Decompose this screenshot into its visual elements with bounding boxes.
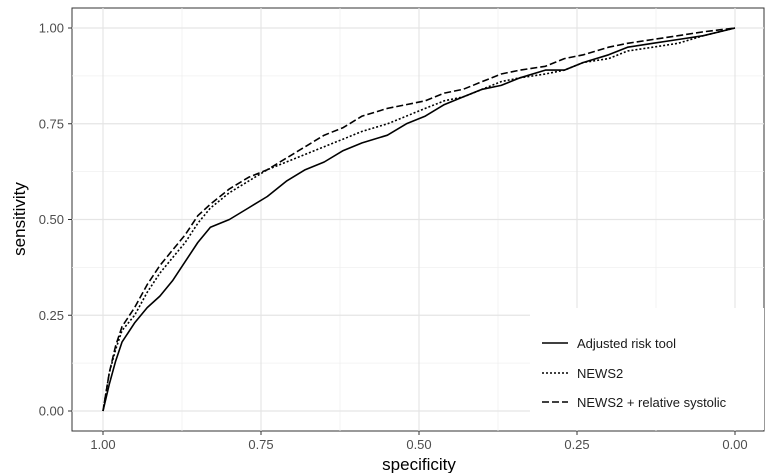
x-tick-label: 0.00 — [722, 437, 747, 452]
axis-ticks: 1.00 0.75 0.50 0.25 0.00 0.00 0.25 0.50 0.75 1.00 — [39, 21, 748, 453]
legend-label-adjusted-risk-tool: Adjusted risk tool — [577, 336, 676, 351]
legend-label-news2: NEWS2 — [577, 366, 623, 381]
series-line-adjusted-risk-tool — [102, 27, 736, 412]
series-lines — [102, 27, 736, 412]
y-tick-label: 0.50 — [39, 212, 64, 227]
legend: Adjusted risk tool NEWS2 NEWS2 + relativ… — [530, 308, 764, 430]
y-axis-title: sensitivity — [10, 182, 29, 256]
y-tick-label: 0.25 — [39, 308, 64, 323]
y-tick-label: 1.00 — [39, 21, 64, 36]
y-tick-label: 0.75 — [39, 116, 64, 131]
x-tick-label: 1.00 — [90, 437, 115, 452]
x-axis-title: specificity — [382, 455, 456, 473]
x-tick-label: 0.75 — [248, 437, 273, 452]
x-tick-label: 0.50 — [406, 437, 431, 452]
series-line-news2-relative-systolic — [102, 27, 736, 412]
series-line-news2 — [102, 27, 736, 412]
legend-label-news2-relative-systolic: NEWS2 + relative systolic — [577, 395, 727, 410]
x-tick-label: 0.25 — [564, 437, 589, 452]
y-tick-label: 0.00 — [39, 404, 64, 419]
legend-box — [530, 308, 764, 430]
